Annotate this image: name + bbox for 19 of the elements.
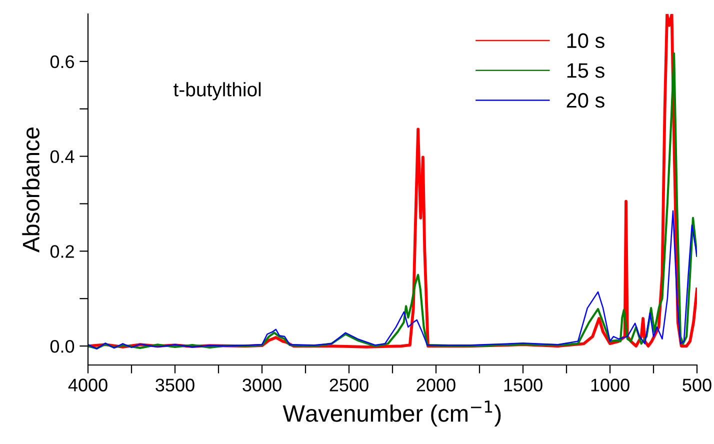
x-tick-label: 500: [682, 378, 712, 392]
y-tick-label: 0.4: [50, 150, 74, 164]
x-axis-title: Wavenumber (cm$^{−1}$): [282, 400, 501, 427]
x-tick-label: 2500: [330, 378, 368, 392]
x-tick-label: 3000: [242, 378, 282, 392]
annotation: t-butylthiol: [174, 82, 261, 100]
y-tick-label: 0.0: [50, 340, 74, 353]
y-tick-label: 0.6: [50, 55, 74, 68]
legend-label: 10 s: [567, 33, 604, 48]
x-tick-label: 4000: [68, 378, 108, 392]
x-tick-label: 1000: [591, 378, 630, 392]
legend-label: 20 s: [566, 92, 604, 108]
x-tick-label: 2000: [416, 378, 456, 392]
legend-label: 15 s: [567, 63, 604, 78]
x-tick-label: 1500: [504, 378, 542, 392]
y-tick-label: 0.2: [50, 245, 74, 258]
x-tick-label: 3500: [156, 378, 194, 392]
line-series: [88, 210, 697, 350]
y-axis-title: Absorbance: [22, 128, 40, 252]
